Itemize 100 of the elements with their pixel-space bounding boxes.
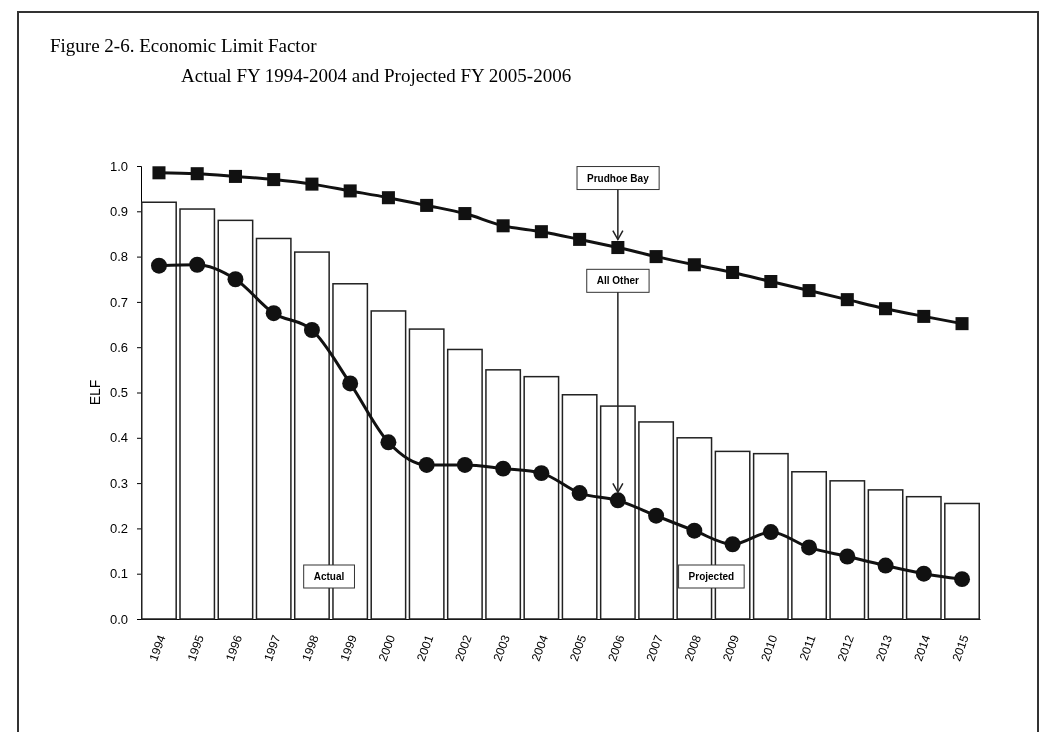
x-tick-label: 1996: [222, 632, 246, 664]
point: [228, 169, 242, 183]
point: [724, 536, 741, 553]
y-axis-title: ELF: [87, 379, 103, 406]
y-tick-label: 0.3: [109, 475, 128, 491]
bar: [944, 502, 980, 620]
point: [152, 166, 166, 180]
bar: [217, 219, 254, 620]
point: [609, 492, 626, 509]
point: [687, 258, 701, 272]
point: [762, 524, 779, 540]
bar: [829, 480, 866, 620]
x-tick-label: 2007: [643, 632, 666, 664]
bar: [905, 495, 942, 620]
annotation: Projected: [688, 571, 735, 582]
point: [571, 485, 588, 502]
x-tick-label: 2002: [452, 632, 475, 664]
point: [305, 177, 319, 191]
text: All Other: [596, 275, 640, 287]
point: [686, 522, 703, 539]
x-tick-label: 2000: [375, 632, 399, 664]
x-tick-label: 2003: [490, 632, 513, 664]
bar: [599, 405, 636, 620]
point: [150, 257, 167, 274]
point: [955, 317, 969, 331]
point: [303, 322, 320, 338]
point: [954, 571, 971, 588]
y-tick-label: 1.0: [109, 158, 128, 174]
x-tick-label: 1997: [261, 632, 284, 664]
bar: [561, 394, 598, 620]
point: [801, 539, 818, 556]
x-tick-label: 1998: [299, 632, 322, 664]
x-tick-label: 2013: [872, 632, 896, 664]
y-tick-label: 0.9: [109, 203, 128, 219]
x-tick-label: 2006: [605, 632, 628, 664]
point: [495, 460, 512, 477]
x-tick-label: 2014: [911, 632, 934, 664]
y-tick-label: 0.7: [109, 294, 128, 310]
x-tick-label: 1999: [337, 632, 360, 664]
bar: [255, 237, 292, 620]
x-tick-label: 2001: [414, 632, 437, 664]
bar: [141, 201, 177, 620]
bar: [370, 310, 407, 620]
x-tick-label: 2008: [681, 632, 705, 664]
point: [190, 167, 204, 181]
point: [420, 198, 434, 212]
x-tick-label: 2009: [719, 632, 743, 664]
y-tick-label: 0.2: [109, 521, 128, 537]
y-tick-label: 0.6: [109, 339, 128, 355]
point: [267, 173, 281, 187]
point: [726, 265, 740, 279]
point: [343, 184, 357, 198]
x-tick-label: 1995: [184, 632, 207, 664]
point: [189, 256, 206, 273]
point: [418, 457, 435, 473]
point: [840, 293, 854, 307]
point: [917, 309, 931, 323]
x-tick-label: 2010: [758, 632, 781, 664]
bar: [638, 421, 675, 620]
y-tick-label: 0.8: [109, 249, 128, 265]
point: [877, 557, 894, 574]
point: [533, 465, 550, 482]
bar: [446, 348, 483, 620]
point: [573, 232, 587, 246]
point: [648, 507, 665, 524]
point: [227, 271, 244, 288]
point: [879, 302, 893, 316]
annotation: Actual: [313, 571, 345, 582]
bar: [752, 452, 789, 620]
x-tick-label: 2012: [834, 632, 858, 664]
bar: [867, 489, 904, 620]
x-tick-label: 2004: [528, 632, 552, 664]
point: [456, 457, 473, 473]
point: [265, 305, 282, 322]
point: [342, 375, 359, 392]
chart-title: Figure 2-6. Economic Limit Factor: [50, 35, 318, 56]
point: [649, 250, 663, 264]
point: [802, 284, 816, 298]
x-tick-label: 2011: [796, 632, 819, 663]
bar: [179, 208, 216, 620]
bar: [791, 471, 828, 620]
point: [611, 241, 625, 255]
y-tick-label: 0.1: [109, 566, 128, 582]
y-tick-label: 0.0: [109, 611, 128, 627]
point: [534, 225, 548, 239]
point: [380, 434, 397, 451]
bar: [408, 328, 445, 620]
text: Prudhoe Bay: [587, 172, 650, 184]
point: [381, 191, 395, 205]
x-tick-label: 2005: [566, 632, 590, 664]
bar: [485, 369, 522, 620]
point: [458, 207, 472, 221]
bar: [523, 375, 560, 620]
y-tick-label: 0.4: [109, 430, 128, 446]
y-tick-label: 0.5: [109, 385, 128, 401]
point: [496, 219, 510, 233]
chart-subtitle: Actual FY 1994-2004 and Projected FY 2005-2006: [181, 65, 572, 86]
x-tick-label: 1994: [146, 632, 169, 664]
x-tick-label: 2015: [949, 632, 972, 664]
point: [839, 548, 856, 565]
